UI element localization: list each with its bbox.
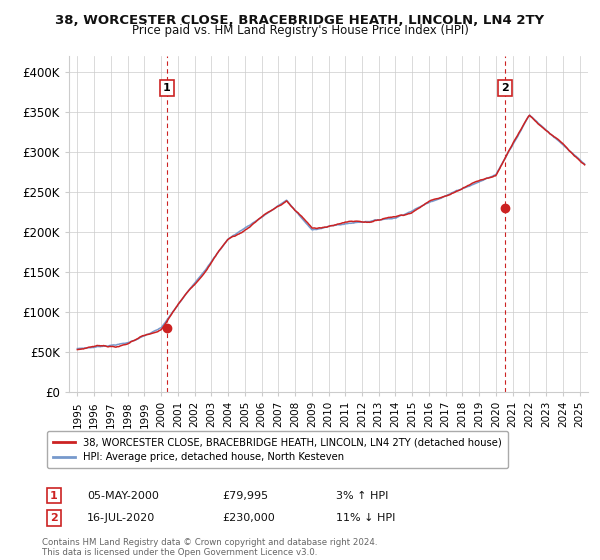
Text: 38, WORCESTER CLOSE, BRACEBRIDGE HEATH, LINCOLN, LN4 2TY: 38, WORCESTER CLOSE, BRACEBRIDGE HEATH, …	[55, 14, 545, 27]
Text: £79,995: £79,995	[222, 491, 268, 501]
Text: £230,000: £230,000	[222, 513, 275, 523]
Text: 16-JUL-2020: 16-JUL-2020	[87, 513, 155, 523]
Text: Contains HM Land Registry data © Crown copyright and database right 2024.
This d: Contains HM Land Registry data © Crown c…	[42, 538, 377, 557]
Text: 1: 1	[163, 83, 171, 93]
Text: 05-MAY-2000: 05-MAY-2000	[87, 491, 159, 501]
Text: 3% ↑ HPI: 3% ↑ HPI	[336, 491, 388, 501]
Text: 1: 1	[50, 491, 58, 501]
Text: 2: 2	[50, 513, 58, 523]
Text: Price paid vs. HM Land Registry's House Price Index (HPI): Price paid vs. HM Land Registry's House …	[131, 24, 469, 37]
Legend: 38, WORCESTER CLOSE, BRACEBRIDGE HEATH, LINCOLN, LN4 2TY (detached house), HPI: : 38, WORCESTER CLOSE, BRACEBRIDGE HEATH, …	[47, 431, 508, 468]
Text: 2: 2	[501, 83, 509, 93]
Text: 11% ↓ HPI: 11% ↓ HPI	[336, 513, 395, 523]
